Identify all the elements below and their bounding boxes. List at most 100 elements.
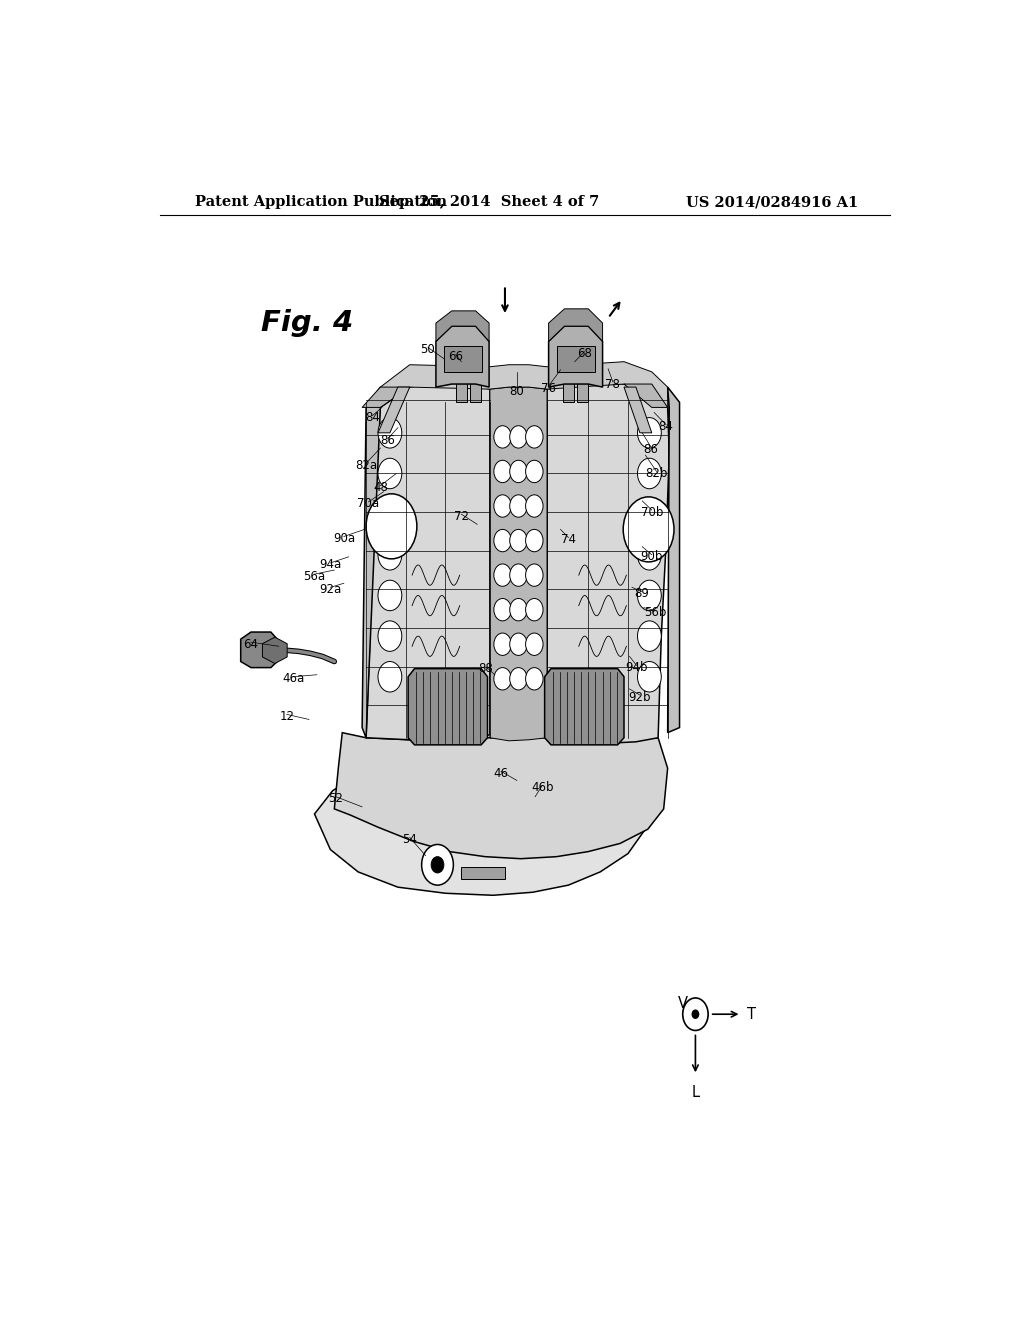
Polygon shape: [624, 387, 652, 433]
Text: Fig. 4: Fig. 4: [261, 309, 353, 337]
Text: 90a: 90a: [333, 532, 355, 545]
Circle shape: [494, 668, 511, 690]
Text: 89: 89: [634, 587, 649, 599]
Circle shape: [494, 426, 511, 447]
Text: Patent Application Publication: Patent Application Publication: [196, 195, 447, 209]
Polygon shape: [549, 326, 602, 387]
Text: 56a: 56a: [303, 570, 326, 582]
Text: 84: 84: [658, 420, 674, 433]
Text: US 2014/0284916 A1: US 2014/0284916 A1: [686, 195, 858, 209]
Circle shape: [378, 499, 401, 529]
Circle shape: [638, 458, 662, 488]
Text: 50: 50: [421, 343, 435, 356]
Polygon shape: [489, 387, 547, 741]
Text: 56b: 56b: [644, 606, 667, 619]
Circle shape: [525, 426, 543, 447]
Text: 54: 54: [402, 833, 417, 846]
Text: 46b: 46b: [531, 781, 554, 795]
Circle shape: [378, 581, 401, 611]
Polygon shape: [668, 387, 680, 733]
FancyBboxPatch shape: [443, 346, 482, 372]
Circle shape: [624, 496, 674, 562]
Polygon shape: [380, 362, 668, 408]
Circle shape: [494, 634, 511, 656]
Text: 70b: 70b: [641, 506, 663, 519]
Polygon shape: [549, 309, 602, 342]
Circle shape: [510, 529, 527, 552]
Text: 76: 76: [541, 381, 556, 395]
FancyBboxPatch shape: [456, 326, 467, 403]
Text: 82a: 82a: [355, 459, 377, 471]
Text: 12: 12: [280, 710, 294, 723]
Text: 92a: 92a: [319, 583, 341, 595]
Circle shape: [378, 417, 401, 447]
Circle shape: [638, 417, 662, 447]
Circle shape: [494, 529, 511, 552]
Polygon shape: [436, 312, 489, 342]
FancyBboxPatch shape: [470, 326, 481, 403]
Polygon shape: [362, 387, 410, 408]
Circle shape: [683, 998, 709, 1031]
Circle shape: [525, 598, 543, 620]
Circle shape: [494, 598, 511, 620]
Text: L: L: [691, 1085, 699, 1101]
Circle shape: [378, 620, 401, 651]
Text: 82b: 82b: [645, 467, 668, 480]
Circle shape: [422, 845, 454, 886]
Polygon shape: [545, 669, 624, 744]
Text: 86: 86: [643, 442, 658, 455]
Circle shape: [494, 461, 511, 483]
Circle shape: [431, 857, 443, 873]
Polygon shape: [378, 387, 410, 433]
Text: 66: 66: [449, 350, 463, 363]
Text: 72: 72: [454, 510, 469, 523]
FancyBboxPatch shape: [461, 867, 505, 879]
Polygon shape: [436, 326, 489, 387]
Circle shape: [525, 564, 543, 586]
Text: 94b: 94b: [626, 661, 648, 675]
Text: 48: 48: [373, 482, 388, 494]
Circle shape: [367, 494, 417, 558]
Polygon shape: [262, 638, 287, 664]
Polygon shape: [547, 381, 670, 744]
Text: Sep. 25, 2014  Sheet 4 of 7: Sep. 25, 2014 Sheet 4 of 7: [379, 195, 599, 209]
Circle shape: [510, 461, 527, 483]
Circle shape: [378, 661, 401, 692]
Text: 68: 68: [577, 347, 592, 360]
Text: 92b: 92b: [629, 690, 651, 704]
Circle shape: [525, 461, 543, 483]
Circle shape: [638, 540, 662, 570]
Text: 90b: 90b: [641, 550, 663, 564]
Circle shape: [692, 1010, 698, 1018]
Circle shape: [378, 458, 401, 488]
Circle shape: [638, 581, 662, 611]
Text: T: T: [748, 1007, 756, 1022]
Polygon shape: [367, 381, 489, 742]
Polygon shape: [314, 739, 648, 895]
FancyBboxPatch shape: [563, 326, 574, 403]
Text: 78: 78: [605, 378, 621, 391]
Circle shape: [510, 668, 527, 690]
Circle shape: [510, 564, 527, 586]
Text: 70a: 70a: [357, 498, 380, 511]
Text: 52: 52: [329, 792, 343, 805]
Circle shape: [638, 620, 662, 651]
Text: 46: 46: [494, 767, 509, 780]
Circle shape: [510, 598, 527, 620]
Circle shape: [510, 495, 527, 517]
Circle shape: [494, 495, 511, 517]
Circle shape: [525, 495, 543, 517]
Circle shape: [510, 426, 527, 447]
Polygon shape: [624, 384, 668, 408]
Text: 94a: 94a: [319, 558, 341, 572]
Polygon shape: [334, 733, 668, 859]
Text: 46a: 46a: [282, 672, 304, 685]
Text: 88: 88: [478, 663, 494, 675]
Text: 80: 80: [510, 384, 524, 397]
Circle shape: [494, 564, 511, 586]
FancyBboxPatch shape: [578, 326, 588, 403]
Text: 64: 64: [244, 638, 258, 651]
Polygon shape: [362, 387, 380, 738]
Polygon shape: [409, 669, 487, 744]
Circle shape: [525, 668, 543, 690]
